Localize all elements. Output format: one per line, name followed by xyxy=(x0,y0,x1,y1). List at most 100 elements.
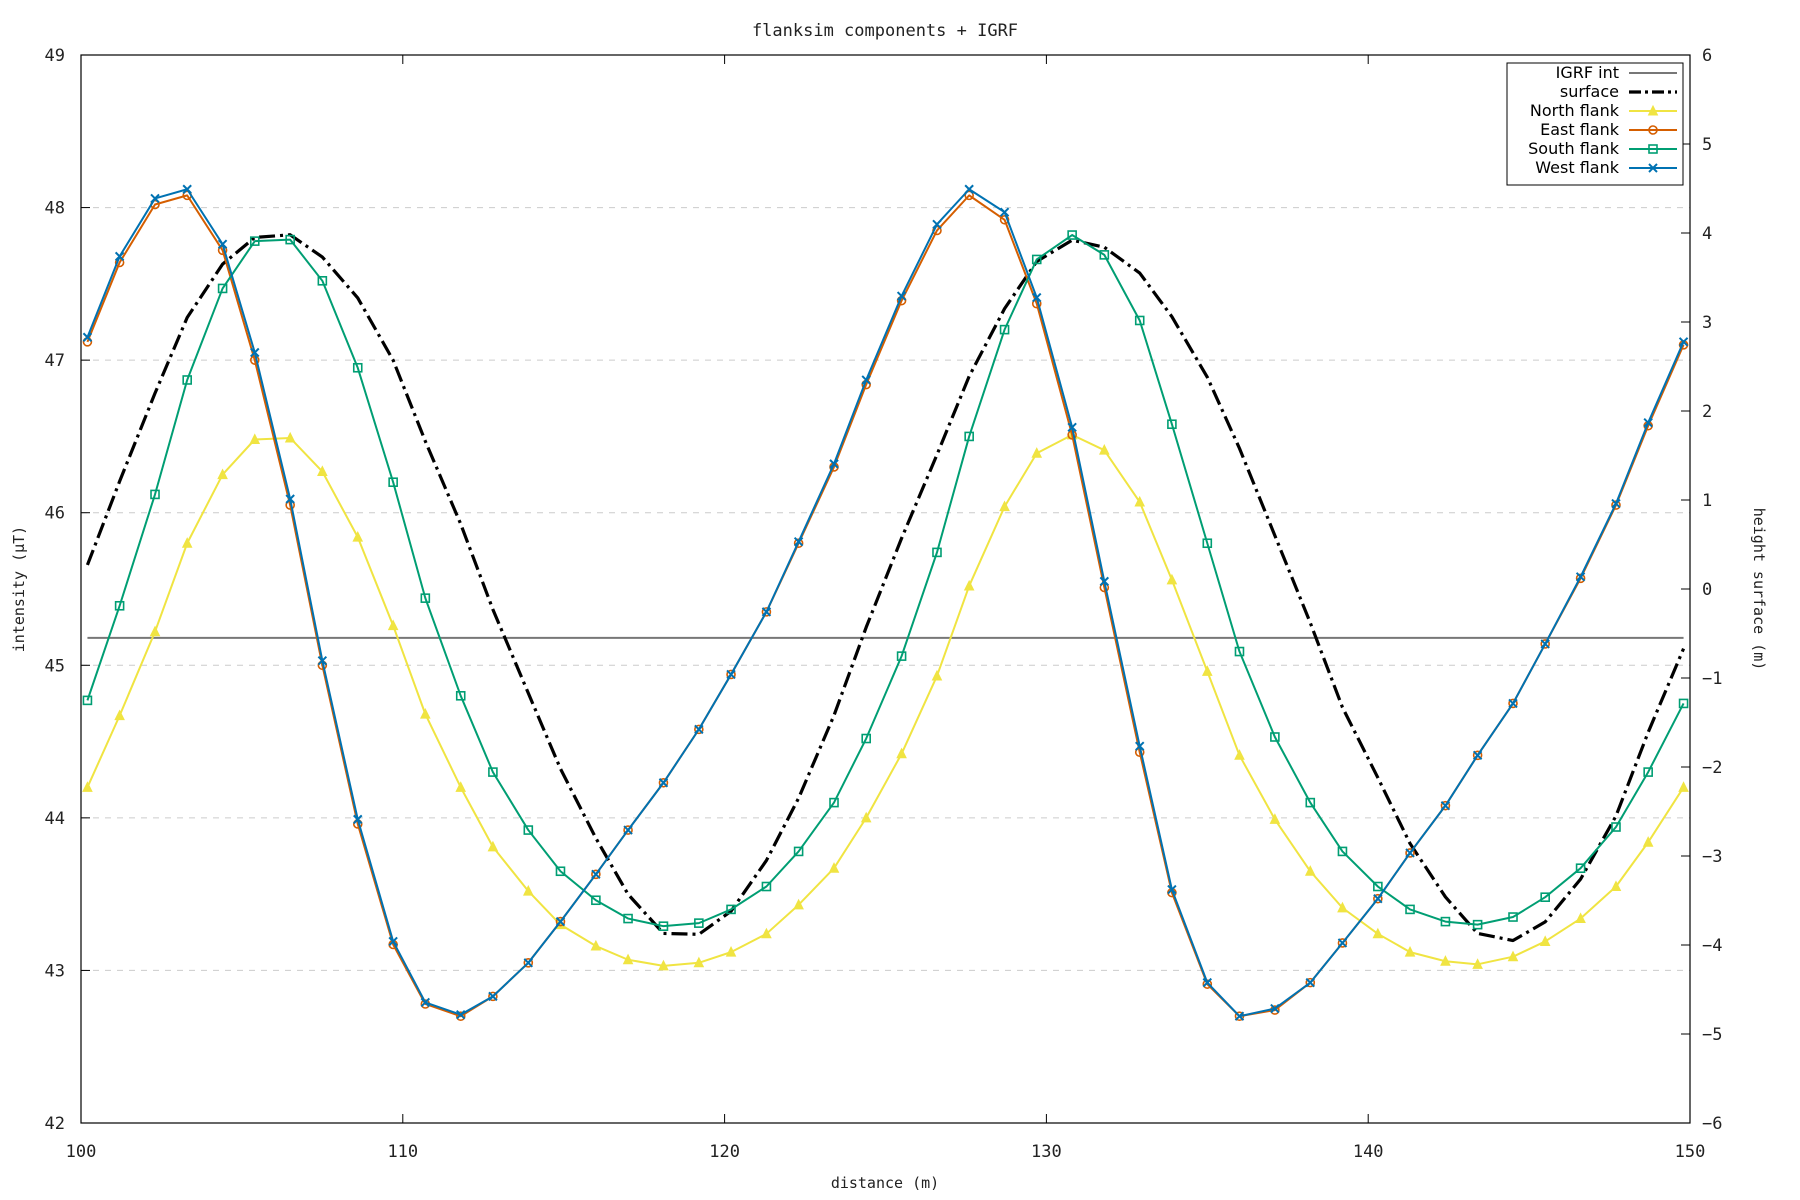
data-point xyxy=(1575,573,1586,584)
y-tick-label: 42 xyxy=(45,1114,65,1134)
data-point xyxy=(1373,894,1383,904)
y-tick-label: 49 xyxy=(45,46,65,66)
data-point xyxy=(1678,781,1689,792)
data-point xyxy=(1611,822,1621,832)
x-axis-label: distance (m) xyxy=(831,1174,939,1192)
data-point xyxy=(963,579,975,591)
series-line-surface xyxy=(85,233,1686,943)
series-line-south-flank xyxy=(86,234,1685,928)
data-point xyxy=(1678,337,1689,347)
data-point xyxy=(658,959,669,971)
data-point xyxy=(1099,250,1110,260)
series-line-west-flank xyxy=(86,188,1685,1018)
data-point xyxy=(829,797,839,808)
data-point xyxy=(1032,292,1042,303)
data-point xyxy=(456,1009,466,1020)
data-point xyxy=(1373,893,1383,904)
data-point xyxy=(1373,881,1383,892)
data-point xyxy=(1031,447,1043,458)
data-point xyxy=(964,431,974,442)
data-point xyxy=(1539,935,1551,946)
data-point xyxy=(181,537,193,548)
data-point xyxy=(693,956,705,968)
legend-label: West flank xyxy=(1535,158,1619,177)
legend-label: East flank xyxy=(1540,120,1620,139)
data-point xyxy=(896,651,907,661)
data-point xyxy=(658,921,669,931)
data-point xyxy=(1305,797,1316,808)
data-point xyxy=(1201,665,1213,676)
data-point xyxy=(285,494,295,504)
legend-item-east-flank: East flank xyxy=(1540,120,1677,139)
data-point xyxy=(999,324,1010,335)
data-point xyxy=(388,477,398,488)
data-point xyxy=(1575,572,1586,582)
data-point xyxy=(964,184,974,194)
data-point xyxy=(931,669,943,681)
data-point xyxy=(793,846,804,857)
data-point xyxy=(623,825,633,835)
data-point xyxy=(182,375,192,385)
data-point xyxy=(1031,254,1042,265)
data-point xyxy=(488,991,498,1002)
series-north-flank xyxy=(82,428,1689,971)
x-tick-label: 100 xyxy=(66,1142,97,1162)
data-point xyxy=(1337,846,1348,857)
data-point xyxy=(932,219,942,230)
data-point xyxy=(1508,698,1518,709)
data-point xyxy=(455,690,466,701)
data-point xyxy=(999,500,1010,512)
y2-tick-label: 5 xyxy=(1702,135,1712,155)
y-tick-label: 47 xyxy=(45,351,65,371)
x-tick-label: 150 xyxy=(1675,1142,1706,1162)
data-point xyxy=(555,916,566,927)
data-point xyxy=(999,214,1010,225)
data-point xyxy=(555,866,566,877)
data-point xyxy=(793,536,804,547)
data-point xyxy=(555,916,566,927)
y-tick-label: 45 xyxy=(45,656,65,676)
data-point xyxy=(861,375,871,385)
series-west-flank xyxy=(82,184,1689,1021)
data-point xyxy=(999,207,1010,217)
data-point xyxy=(1167,884,1177,895)
data-point xyxy=(1575,863,1586,874)
data-point xyxy=(317,276,328,286)
y-tick-label: 43 xyxy=(45,961,65,981)
series-south-flank xyxy=(82,230,1689,931)
data-point xyxy=(1508,912,1518,922)
data-point xyxy=(1167,419,1177,430)
data-point xyxy=(591,869,601,880)
data-point xyxy=(1234,1011,1245,1021)
data-point xyxy=(217,468,228,480)
data-point xyxy=(387,619,399,631)
y2-tick-label: −6 xyxy=(1702,1114,1722,1134)
data-point xyxy=(1405,848,1415,858)
y-tick-label: 44 xyxy=(45,809,65,829)
y2-tick-label: −3 xyxy=(1702,847,1722,867)
data-point xyxy=(217,283,228,294)
data-point xyxy=(1643,417,1653,428)
data-point xyxy=(726,669,736,680)
data-point xyxy=(1440,916,1451,927)
data-point xyxy=(455,781,467,792)
data-point xyxy=(150,193,160,204)
series-east-flank xyxy=(82,190,1689,1022)
data-point xyxy=(487,840,499,852)
chart-title: flanksim components + IGRF xyxy=(752,21,1018,41)
data-point xyxy=(284,431,296,443)
legend-label: surface xyxy=(1560,82,1619,101)
data-point xyxy=(1440,800,1451,811)
legend-item-north-flank: North flank xyxy=(1530,101,1677,120)
data-point xyxy=(658,777,669,788)
data-point xyxy=(1202,977,1213,988)
data-point xyxy=(1372,927,1384,939)
data-point xyxy=(694,724,704,735)
data-point xyxy=(182,184,192,194)
legend-marker xyxy=(1648,144,1658,154)
data-point xyxy=(1270,732,1280,742)
data-point xyxy=(523,825,534,835)
data-point xyxy=(150,489,160,500)
